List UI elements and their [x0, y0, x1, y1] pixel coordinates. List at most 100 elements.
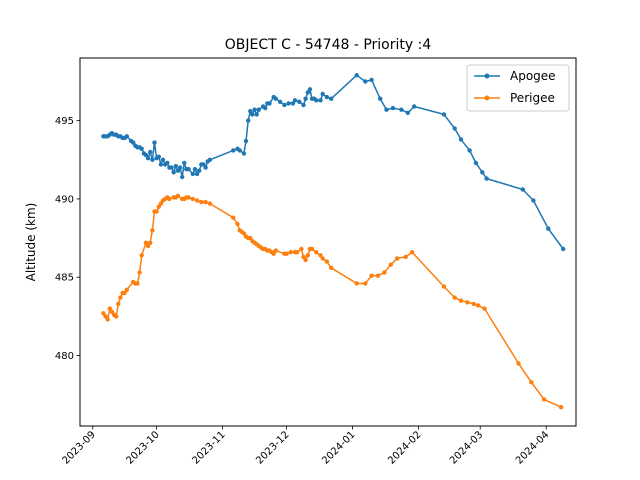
perigee-point [148, 240, 153, 245]
perigee-point [284, 251, 289, 256]
apogee-point [390, 105, 396, 111]
apogee-point [131, 140, 136, 145]
apogee-point [452, 126, 457, 131]
perigee-point [363, 281, 368, 286]
legend-perigee-label: Perigee [510, 91, 555, 105]
apogee-point [169, 165, 174, 170]
apogee-point [124, 134, 129, 139]
apogee-point [160, 157, 166, 162]
perigee-point [303, 257, 308, 263]
apogee-point [314, 98, 319, 103]
perigee-point [458, 298, 464, 303]
perigee-series [101, 193, 564, 410]
apogee-point [458, 137, 464, 142]
apogee-point [241, 151, 247, 156]
apogee-point [378, 96, 383, 101]
apogee-point [307, 87, 313, 92]
perigee-point [541, 397, 547, 402]
perigee-point [137, 270, 142, 275]
perigee-point [329, 265, 334, 270]
apogee-point [145, 156, 151, 161]
apogee-point [171, 170, 176, 175]
perigee-point [122, 290, 127, 296]
apogee-point [165, 160, 170, 166]
apogee-point [480, 170, 485, 175]
apogee-point [354, 73, 359, 78]
perigee-point [271, 251, 276, 256]
apogee-point [156, 154, 161, 159]
plot-frame [79, 57, 577, 427]
apogee-point [292, 98, 298, 103]
apogee-point [231, 148, 236, 153]
perigee-point [299, 246, 304, 252]
perigee-point [388, 262, 393, 267]
apogee-point [320, 91, 325, 97]
apogee-point [192, 167, 198, 172]
perigee-point [475, 303, 481, 308]
apogee-point [186, 167, 191, 172]
legend-apogee-label: Apogee [510, 69, 556, 83]
y-tick-label: 485 [55, 273, 74, 284]
apogee-point [194, 171, 200, 177]
apogee-point [139, 146, 144, 151]
perigee-point [382, 270, 387, 275]
perigee-point [154, 209, 159, 214]
apogee-point [303, 96, 308, 101]
apogee-point [180, 174, 185, 180]
apogee-point [467, 148, 472, 153]
perigee-point [105, 317, 110, 322]
apogee-point [297, 99, 302, 105]
perigee-point [199, 199, 204, 205]
apogee-point [369, 77, 374, 83]
apogee-point [286, 101, 291, 106]
series-lines [101, 73, 566, 410]
perigee-point [516, 361, 521, 366]
perigee-point [354, 281, 359, 286]
perigee-point [145, 243, 151, 249]
perigee-point [409, 250, 415, 255]
perigee-point [190, 196, 195, 202]
perigee-point [288, 250, 293, 255]
apogee-point [190, 171, 195, 177]
apogee-point [201, 162, 206, 167]
perigee-point [101, 311, 106, 316]
apogee-point [384, 107, 389, 112]
perigee-point [135, 281, 140, 286]
apogee-point [203, 165, 208, 170]
perigee-point [107, 306, 113, 311]
apogee-point [263, 105, 268, 111]
legend: Apogee Perigee [466, 64, 570, 112]
perigee-point [143, 240, 149, 245]
perigee-point [395, 256, 400, 261]
apogee-point [412, 104, 417, 109]
perigee-point [139, 253, 144, 258]
perigee-point [305, 253, 310, 258]
apogee-point [305, 90, 310, 95]
perigee-point [294, 250, 300, 255]
apogee-point [363, 79, 368, 84]
apogee-point [561, 246, 566, 252]
perigee-point [241, 231, 247, 236]
apogee-point [197, 168, 202, 173]
perigee-point [203, 199, 208, 205]
apogee-point [273, 96, 278, 101]
apogee-point [175, 168, 181, 173]
y-tick-label: 490 [55, 194, 74, 205]
apogee-point [324, 94, 330, 100]
apogee-point [329, 96, 334, 101]
apogee-point [399, 107, 404, 112]
perigee-point [558, 405, 564, 410]
perigee-point [116, 301, 121, 307]
legend-apogee-marker [484, 73, 490, 79]
perigee-point [118, 295, 123, 300]
perigee-point [309, 246, 315, 252]
perigee-point [103, 314, 108, 319]
apogee-point [237, 148, 242, 153]
apogee-point [254, 112, 259, 117]
legend-perigee-marker [484, 95, 490, 101]
apogee-point [152, 140, 157, 145]
perigee-point [175, 193, 181, 198]
apogee-point [150, 157, 155, 162]
apogee-point [250, 112, 255, 117]
